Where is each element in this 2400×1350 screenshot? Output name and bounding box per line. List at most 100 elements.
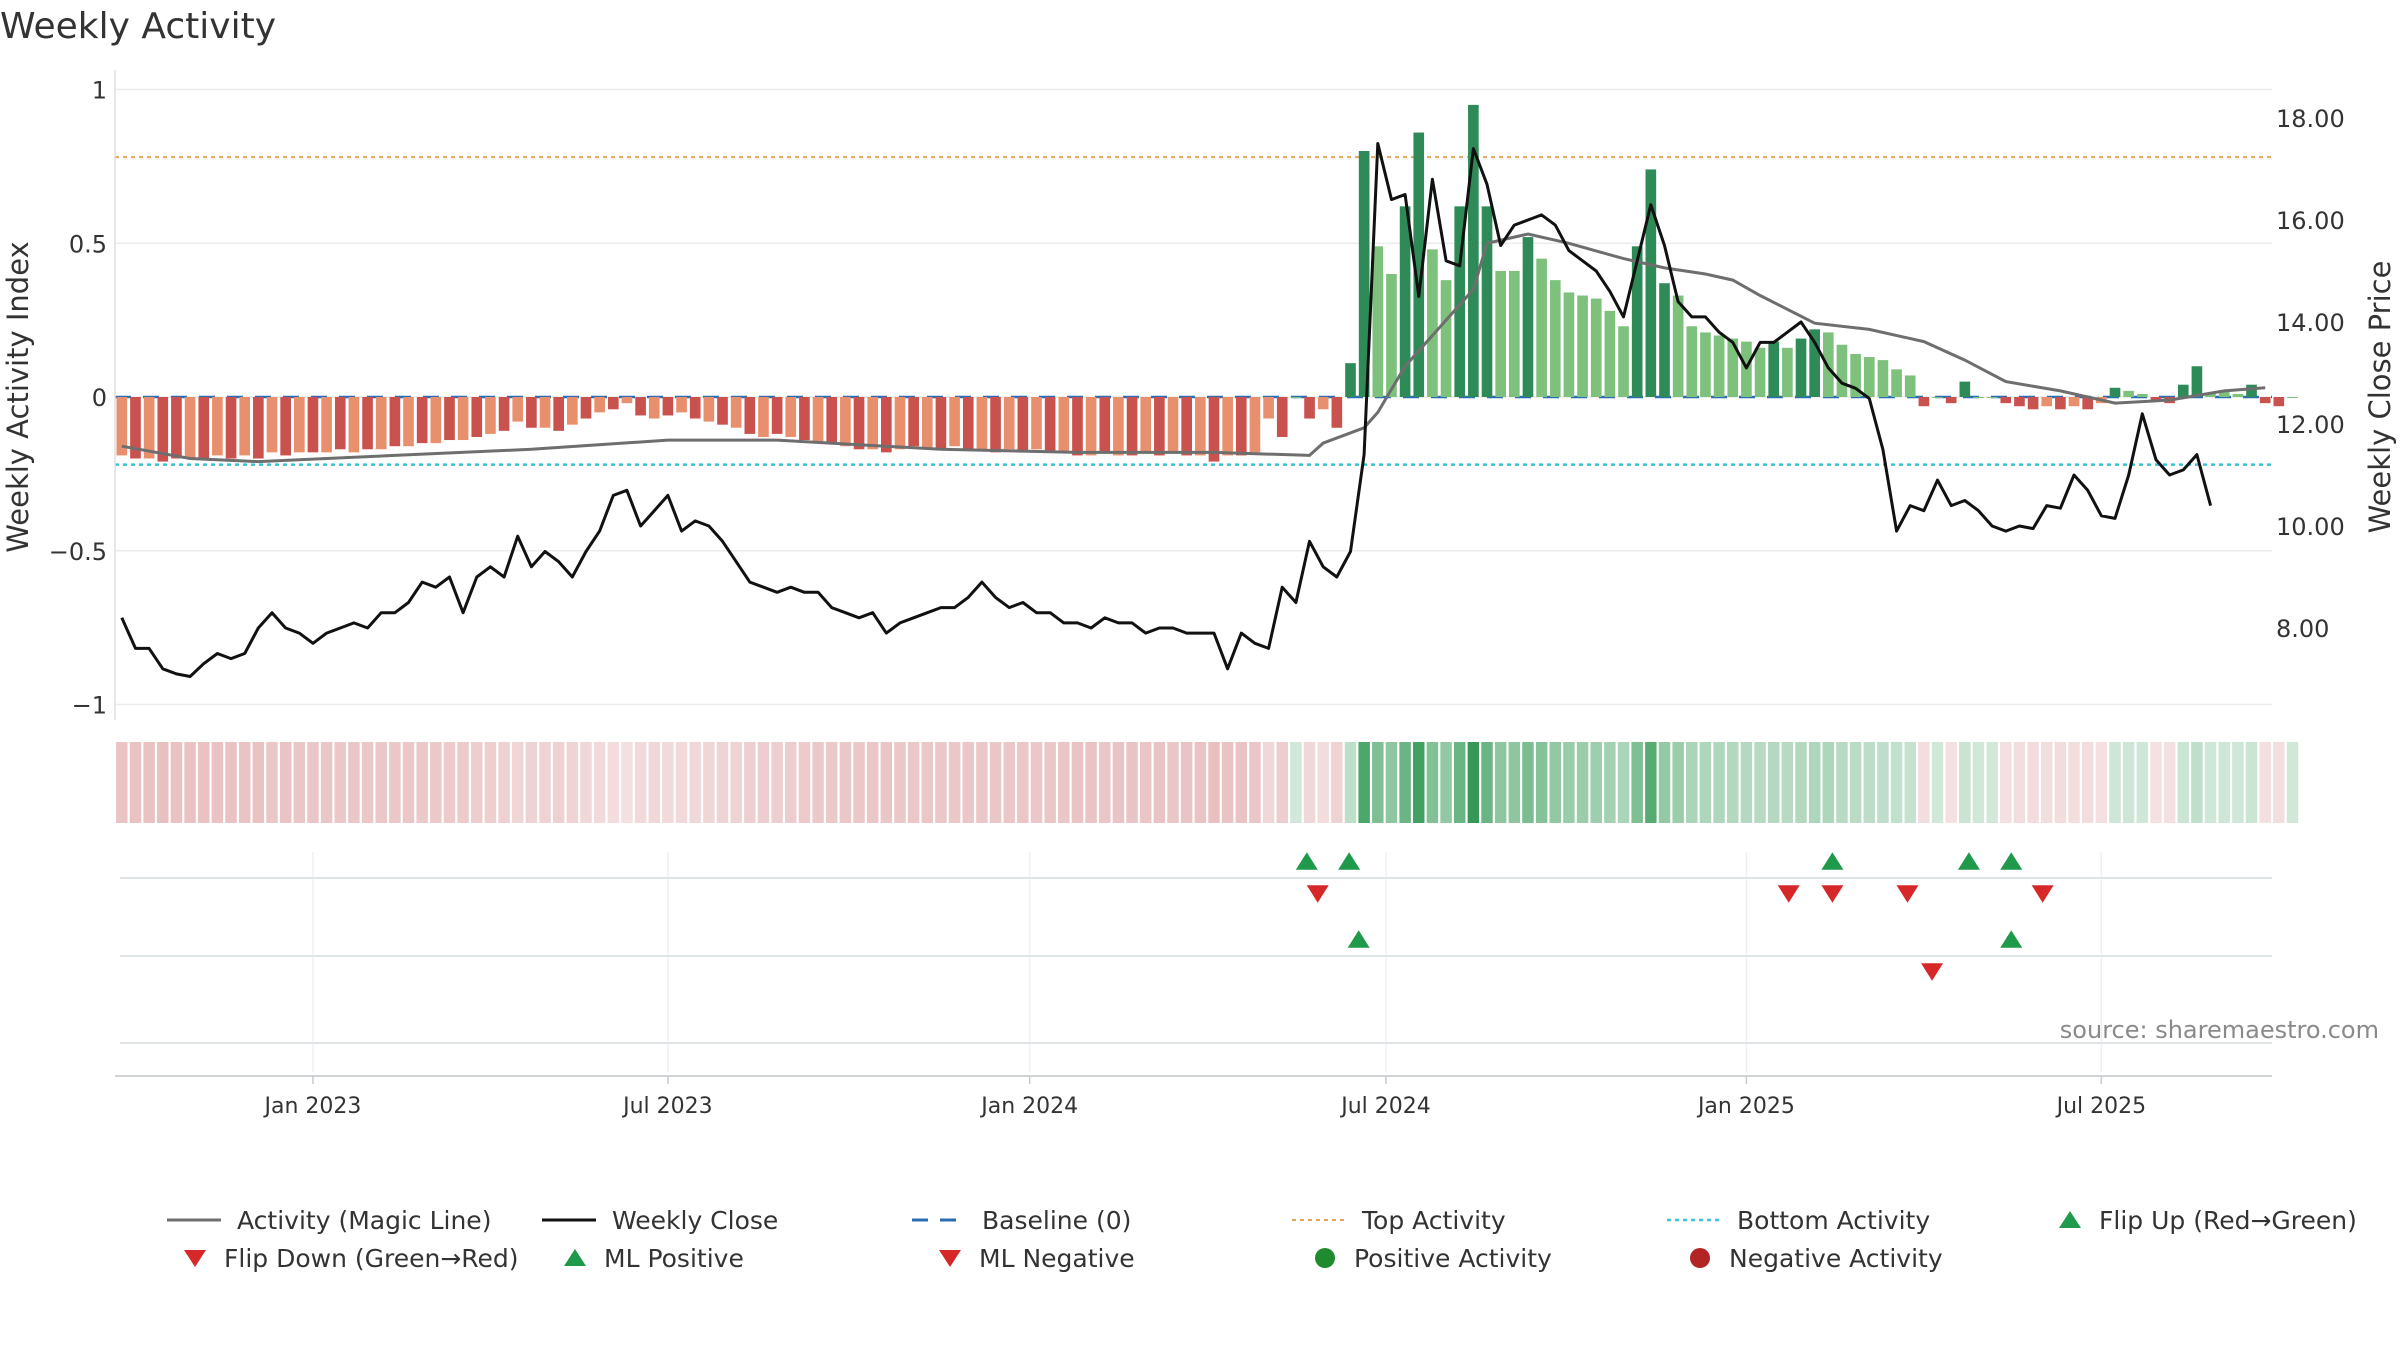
- activity-strip-cell: [1658, 742, 1671, 823]
- y-axis-label-right: Weekly Close Price: [2363, 261, 2397, 534]
- activity-strip-cell: [2150, 742, 2162, 823]
- activity-strip-cell: [1099, 742, 1111, 823]
- activity-strip-cell: [1153, 742, 1166, 823]
- activity-bar: [1195, 397, 1206, 456]
- activity-strip-cell: [157, 742, 169, 823]
- activity-strip-cell: [1276, 742, 1288, 823]
- activity-strip-cell: [1481, 742, 1493, 823]
- activity-strip-cell: [2041, 742, 2053, 823]
- activity-strip-cell: [2259, 742, 2271, 823]
- activity-bar: [703, 397, 715, 422]
- activity-strip-cell: [1385, 742, 1398, 823]
- legend-symbol-triangle-up-green: [560, 1246, 604, 1270]
- activity-strip-cell: [825, 742, 838, 823]
- activity-strip-cell: [1918, 742, 1930, 823]
- activity-strip-cell: [238, 742, 251, 823]
- activity-strip-cell: [1549, 742, 1562, 823]
- activity-strip-cell: [1931, 742, 1944, 823]
- activity-bar: [1549, 280, 1561, 397]
- left-tick-label: 0: [92, 384, 107, 412]
- activity-bar: [403, 397, 414, 447]
- activity-bar: [1235, 397, 1247, 456]
- magic-line-series: [121, 232, 2266, 464]
- activity-bar: [2109, 387, 2121, 397]
- activity-strip-cell: [1058, 742, 1070, 823]
- activity-strip-cell: [293, 742, 306, 823]
- left-tick-label: −0.5: [49, 538, 107, 566]
- activity-bar: [1099, 397, 1111, 453]
- activity-heat-strip: [116, 742, 2299, 823]
- activity-strip-cell: [1112, 742, 1125, 823]
- activity-strip-cell: [921, 742, 934, 823]
- activity-bar: [1932, 397, 1943, 398]
- activity-strip-cell: [880, 742, 893, 823]
- activity-bar: [416, 397, 428, 444]
- legend-label: Top Activity: [1362, 1205, 1506, 1235]
- activity-strip-cell: [1085, 742, 1097, 823]
- activity-bar: [498, 397, 510, 431]
- activity-bar: [717, 397, 728, 425]
- activity-bar: [1208, 397, 1220, 462]
- activity-bar: [512, 397, 524, 422]
- activity-strip-cell: [198, 742, 210, 823]
- activity-bar: [1973, 397, 1984, 398]
- chart-title: Weekly Activity: [0, 6, 277, 47]
- activity-strip-cell: [348, 742, 360, 823]
- activity-strip-cell: [1959, 742, 1971, 823]
- activity-bar: [1085, 397, 1097, 456]
- activity-strip-cell: [785, 742, 797, 823]
- activity-strip-cell: [1344, 742, 1357, 823]
- activity-strip-cell: [1208, 742, 1220, 823]
- flip-up-marker: [1338, 852, 1361, 870]
- activity-bar: [2055, 397, 2066, 410]
- activity-strip-cell: [2095, 742, 2108, 823]
- activity-strip-cell: [1508, 742, 1521, 823]
- activity-bar: [1304, 397, 1315, 419]
- legend-symbol-line-dashed-blue: [910, 1210, 982, 1230]
- activity-bar: [758, 397, 769, 437]
- activity-strip-cell: [948, 742, 961, 823]
- activity-strip-cell: [266, 742, 278, 823]
- activity-bar: [526, 397, 537, 428]
- activity-bar: [921, 397, 933, 450]
- activity-strip-cell: [1945, 742, 1957, 823]
- activity-strip-cell: [771, 742, 783, 823]
- legend-item: Flip Up (Red→Green): [2055, 1202, 2357, 1238]
- activity-bar: [362, 397, 373, 450]
- activity-strip-cell: [1440, 742, 1452, 823]
- activity-bar: [2068, 397, 2080, 407]
- activity-bar: [2287, 397, 2298, 398]
- activity-bar: [689, 397, 701, 419]
- legend-item: Baseline (0): [910, 1202, 1131, 1238]
- activity-bar: [2246, 384, 2257, 397]
- activity-strip-cell: [634, 742, 647, 823]
- activity-strip-cell: [170, 742, 183, 823]
- activity-bar: [171, 397, 182, 459]
- legend-item: Activity (Magic Line): [165, 1202, 491, 1238]
- activity-bar: [1358, 151, 1370, 397]
- activity-strip-cell: [1126, 742, 1138, 823]
- legend-label: ML Negative: [979, 1243, 1135, 1273]
- activity-strip-cell: [1808, 742, 1821, 823]
- activity-strip-cell: [1044, 742, 1056, 823]
- activity-strip-cell: [1017, 742, 1029, 823]
- activity-bar: [1672, 295, 1684, 397]
- activity-strip-cell: [730, 742, 742, 823]
- activity-strip-cell: [1795, 742, 1807, 823]
- activity-bar: [635, 397, 646, 416]
- activity-strip-cell: [566, 742, 579, 823]
- activity-bar: [198, 397, 210, 459]
- activity-bar: [348, 397, 360, 453]
- legend-symbol-triangle-down-red: [180, 1246, 224, 1270]
- activity-strip-cell: [389, 742, 401, 823]
- activity-bars: [116, 104, 2298, 462]
- activity-strip-cell: [1331, 742, 1343, 823]
- activity-bar: [1631, 246, 1643, 397]
- activity-strip-cell: [2232, 742, 2244, 823]
- legend-label: Baseline (0): [982, 1205, 1132, 1235]
- legend-item: Bottom Activity: [1665, 1202, 1930, 1238]
- activity-bar: [2191, 366, 2203, 397]
- flip-down-marker: [1821, 885, 1844, 903]
- activity-strip-cell: [1290, 742, 1302, 823]
- activity-bar: [253, 397, 264, 459]
